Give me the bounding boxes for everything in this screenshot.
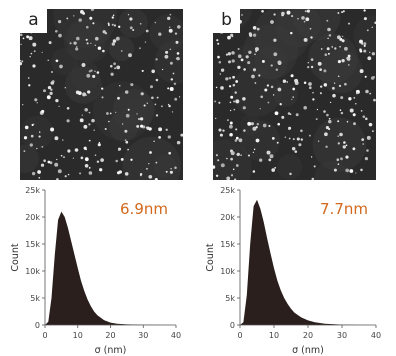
panel-label-b: b [213,9,240,33]
sigma-annotation: 6.9nm [120,200,168,218]
micrograph-b: b [213,9,376,180]
histogram-b: 0 5k 10k 15k 20k 25k 0 10 20 30 40 σ (nm) Count 7.7nm [196,182,396,356]
micrograph-b-image [213,9,376,180]
y-tick-label: 25k [220,186,235,195]
histogram-a-chart: 0 5k 10k 15k 20k 25k 0 10 20 30 40 σ (nm) Count 6.9nm [10,186,181,356]
y-tick-label: 5k [30,294,40,303]
x-tick-label: 40 [371,331,381,340]
x-tick-label: 30 [138,331,148,340]
x-tick-label: 20 [105,331,115,340]
y-tick-label: 5k [225,294,235,303]
x-tick-label: 20 [303,331,313,340]
y-tick-label: 25k [25,186,40,195]
y-tick-label: 20k [220,213,235,222]
x-tick-label: 30 [337,331,347,340]
y-tick-label: 20k [25,213,40,222]
y-tick-label: 10k [220,267,235,276]
y-tick-label: 15k [25,240,40,249]
histogram-b-chart: 0 5k 10k 15k 20k 25k 0 10 20 30 40 σ (nm) Count 7.7nm [205,186,381,356]
y-tick-label: 15k [220,240,235,249]
x-tick-label: 0 [237,331,242,340]
sigma-annotation: 7.7nm [320,200,368,218]
y-axis-label: Count [10,243,21,271]
x-tick-label: 0 [42,331,47,340]
histogram-a: 0 5k 10k 15k 20k 25k 0 10 20 30 40 σ (nm) Count 6.9nm [0,182,196,356]
x-axis-label: σ (nm) [292,345,324,356]
y-tick-label: 10k [25,267,40,276]
histogram-area [240,199,376,325]
micrograph-a: a [20,9,183,180]
micrograph-a-image [20,9,183,180]
histogram-area [45,211,176,325]
y-tick-label: 0 [35,321,40,330]
x-tick-label: 40 [171,331,181,340]
y-tick-label: 0 [230,321,235,330]
x-axis-label: σ (nm) [95,345,127,356]
x-tick-label: 10 [73,331,83,340]
panel-label-a: a [20,9,47,33]
y-axis-label: Count [205,243,216,271]
x-tick-label: 10 [269,331,279,340]
